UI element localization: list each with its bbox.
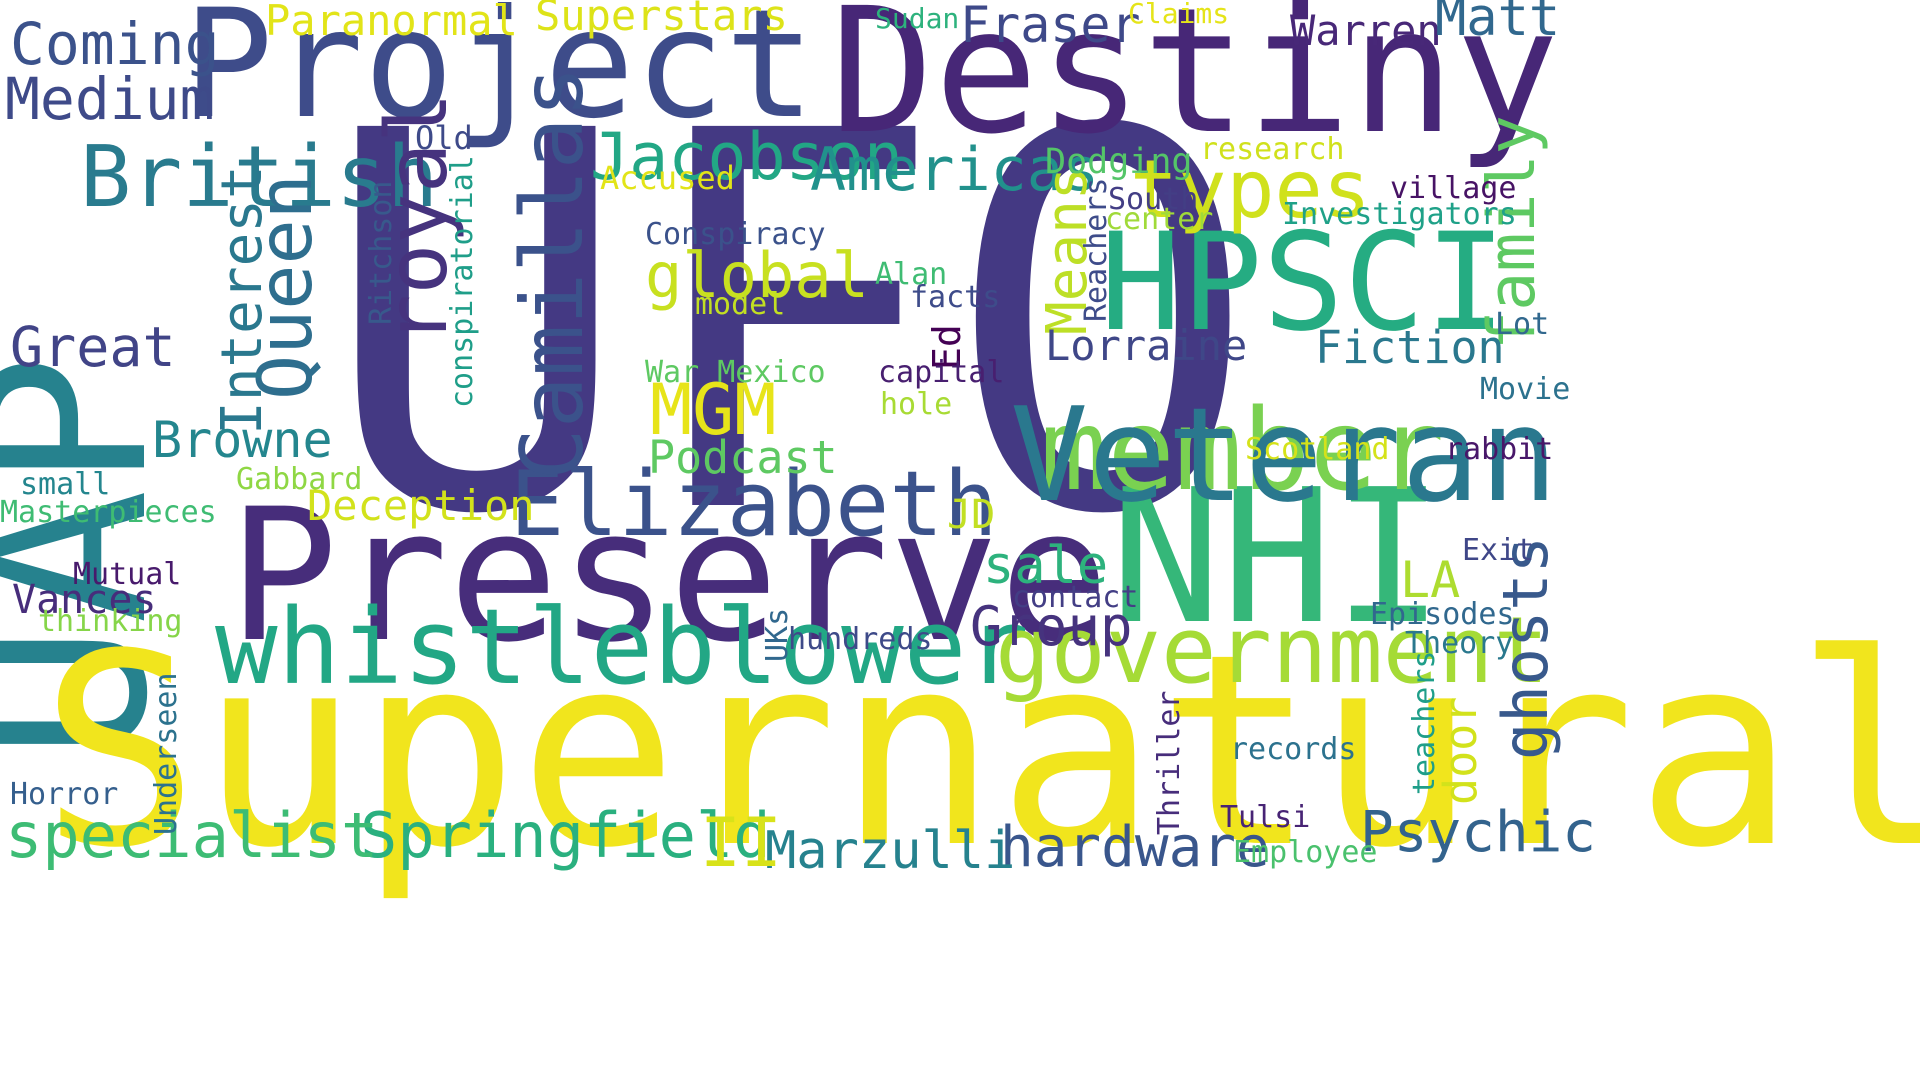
- word-claims: Claims: [1128, 0, 1230, 30]
- word-project: Project: [183, 0, 816, 152]
- word-employee: Employee: [1233, 835, 1378, 870]
- word-great: Great: [10, 315, 176, 379]
- word-ritchson: Ritchson: [364, 180, 399, 326]
- word-supernatural: Supernatural: [40, 598, 1920, 906]
- word-paranormal: Paranormal: [265, 0, 518, 45]
- word-horror: Horror: [10, 777, 119, 812]
- word-british: British: [80, 128, 439, 227]
- word-investigators: Investigators: [1282, 197, 1517, 232]
- word-door: door: [1434, 696, 1487, 805]
- word-matt: Matt: [1435, 0, 1561, 48]
- word-psychic: Psychic: [1360, 800, 1597, 865]
- word-preserve: Preserve: [228, 470, 1110, 683]
- word-camillas: Camillas: [503, 65, 603, 480]
- word-research: research: [1200, 132, 1345, 167]
- word-springfield: Springfield: [360, 799, 771, 872]
- word-south: South: [1108, 182, 1199, 217]
- word-conspiratorial: conspiratorial: [445, 155, 480, 408]
- word-hundreds: hundreds: [788, 622, 933, 657]
- word-model: model: [695, 287, 786, 322]
- word-nhi: NHI: [1110, 449, 1445, 665]
- word-vances: Vances: [12, 577, 157, 623]
- word-whistleblower: whistleblower: [215, 586, 1029, 708]
- word-gabbard: Gabbard: [236, 462, 363, 497]
- word-marzulli: Marzulli: [765, 821, 1016, 881]
- word-americas: Americas: [810, 135, 1099, 205]
- word-small: small: [20, 467, 111, 502]
- word-alan: Alan: [875, 257, 948, 292]
- word-lorraine: Lorraine: [1045, 321, 1248, 370]
- word-sudan: Sudan: [875, 2, 960, 35]
- word-destiny: Destiny: [830, 0, 1560, 172]
- word-facts: facts: [910, 280, 1001, 315]
- word-sale: sale: [983, 536, 1109, 596]
- word-theory: Theory: [1405, 626, 1514, 661]
- word-uks: UKs: [760, 607, 795, 662]
- word-teachers: teachers: [1407, 650, 1442, 796]
- word-old: Old: [415, 119, 473, 157]
- word-ii: II: [700, 804, 782, 883]
- word-jd: JD: [947, 492, 996, 538]
- word-veteran: Veteran: [1010, 379, 1558, 531]
- word-lot: Lot: [1495, 307, 1550, 342]
- word-member: member: [1040, 386, 1445, 516]
- word-la: LA: [1400, 551, 1461, 609]
- word-tulsi: Tulsi: [1220, 800, 1311, 835]
- word-coming: Coming: [10, 10, 220, 78]
- word-records: records: [1230, 732, 1357, 767]
- word-warren: Warren: [1290, 6, 1442, 55]
- word-masterpieces: Masterpieces: [0, 495, 217, 530]
- word-scotland: Scotland: [1245, 432, 1390, 467]
- word-group: Group: [970, 595, 1133, 658]
- word-deception: Deception: [307, 481, 535, 530]
- word-accused: Accused: [600, 159, 735, 197]
- word-capital: capital: [878, 355, 1005, 390]
- word-mutual: Mutual: [73, 557, 182, 592]
- word-contact: contact: [1012, 580, 1139, 615]
- word-ufo: UFO: [320, 22, 1260, 628]
- word-exit: Exit: [1462, 533, 1535, 568]
- word-fiction: Fiction: [1315, 321, 1505, 374]
- word-war-mexico: War Mexico: [645, 355, 826, 390]
- word-global: global: [645, 239, 869, 312]
- word-village: village: [1390, 171, 1517, 206]
- word-movie: Movie: [1480, 372, 1571, 407]
- word-episodes: Episodes: [1370, 597, 1515, 632]
- word-medium: Medium: [5, 65, 215, 133]
- word-browne: Browne: [152, 411, 333, 469]
- word-superstars: Superstars: [535, 0, 788, 40]
- word-fraser: Fraser: [960, 0, 1141, 54]
- word-jacobson: Jacobson: [590, 120, 904, 195]
- word-podcast: Podcast: [648, 431, 838, 484]
- word-specialist: specialist: [5, 799, 379, 872]
- word-hpsci: HPSCI: [1100, 204, 1507, 361]
- word-reachers: Reachers: [1079, 177, 1114, 323]
- word-hardware: hardware: [1000, 815, 1270, 880]
- word-hole: hole: [880, 387, 953, 422]
- word-government: government: [995, 597, 1549, 704]
- word-dodging: Dodging: [1045, 142, 1193, 182]
- word-mgm: MGM: [650, 369, 777, 451]
- word-thinking: thinking: [38, 604, 183, 639]
- word-thriller: Thriller: [1152, 690, 1187, 836]
- word-rabbit: rabbit: [1445, 432, 1554, 467]
- word-interest: Interest: [210, 165, 275, 435]
- word-elizabeth: Elizabeth: [510, 452, 998, 557]
- word-conspiracy: Conspiracy: [645, 217, 826, 252]
- word-underseen: Underseen: [149, 672, 184, 835]
- word-center: center: [1105, 202, 1214, 237]
- word-types: types: [1130, 143, 1371, 236]
